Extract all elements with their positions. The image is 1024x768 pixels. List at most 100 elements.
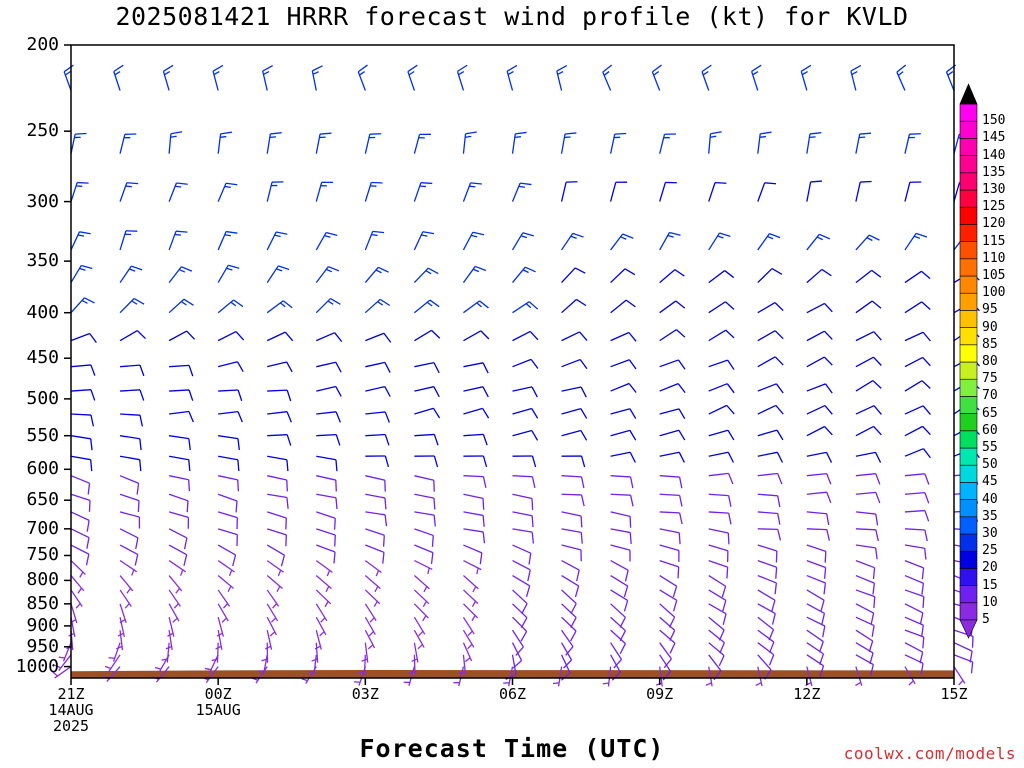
wind-barb: [365, 511, 388, 527]
wind-barb: [512, 589, 528, 614]
wind-barb: [610, 451, 636, 463]
colorbar-label: 60: [982, 422, 998, 438]
wind-barb: [414, 386, 440, 398]
wind-barb: [904, 448, 931, 459]
wind-barb: [168, 330, 196, 342]
wind-barb: [610, 560, 629, 582]
wind-barb: [561, 629, 574, 656]
wind-barb: [757, 302, 784, 314]
wind-barb: [806, 268, 832, 284]
wind-barb: [560, 181, 578, 202]
wind-barb: [168, 589, 181, 609]
colorbar-label: 50: [982, 457, 998, 473]
wind-barb: [70, 413, 95, 427]
wind-barb: [119, 575, 134, 594]
wind-barb: [806, 404, 833, 415]
wind-barb: [316, 475, 337, 492]
colorbar-label: 95: [982, 302, 998, 318]
wind-barb: [610, 475, 634, 489]
wind-barb: [365, 385, 391, 397]
wind-barb: [315, 266, 340, 283]
wind-barb: [609, 181, 628, 202]
wind-barb: [512, 560, 531, 582]
colorbar-label: 20: [982, 560, 998, 576]
wind-barb: [512, 301, 539, 314]
colorbar-segment: [959, 533, 978, 552]
wind-barb: [463, 330, 490, 342]
wind-barb: [904, 133, 921, 154]
wind-barb: [855, 405, 882, 415]
wind-barb: [806, 233, 831, 251]
wind-barb: [953, 666, 966, 686]
wind-barb: [855, 331, 882, 342]
wind-barb: [169, 435, 191, 451]
wind-barb: [365, 411, 390, 423]
wind-barb: [407, 64, 418, 91]
wind-barb: [659, 589, 678, 612]
wind-barb: [463, 511, 485, 527]
wind-barbs: [52, 64, 980, 687]
colorbar-segment: [959, 344, 978, 363]
y-tick-label: 750: [26, 544, 59, 566]
wind-barb: [119, 493, 140, 513]
wind-barb: [462, 642, 473, 663]
wind-barb: [708, 451, 735, 463]
wind-barb: [610, 629, 627, 655]
wind-barb: [855, 425, 882, 437]
colorbar-label: 115: [982, 233, 1006, 249]
wind-barb: [119, 182, 139, 202]
wind-barb: [904, 301, 931, 314]
wind-barb: [266, 132, 282, 154]
wind-barb: [315, 298, 341, 314]
wind-barb: [218, 435, 240, 450]
wind-barb: [162, 64, 174, 91]
wind-barb: [168, 528, 188, 550]
wind-barb: [512, 386, 538, 398]
colorbar-segment: [959, 224, 978, 242]
colorbar-label: 150: [982, 113, 1006, 129]
wind-barb: [413, 231, 435, 251]
wind-barb: [267, 434, 292, 446]
wind-barb: [855, 451, 882, 463]
wind-barb: [315, 589, 332, 608]
colorbar-label: 65: [982, 405, 998, 421]
wind-barb: [904, 181, 922, 202]
x-tick-label: 06Z: [498, 685, 527, 703]
y-tick-label: 300: [26, 190, 59, 212]
wind-barb: [169, 410, 194, 423]
wind-barb: [708, 559, 729, 579]
wind-barb: [161, 642, 170, 663]
wind-barb: [806, 425, 833, 437]
wind-barb: [267, 511, 287, 530]
wind-barb: [217, 589, 231, 609]
wind-barb: [168, 511, 190, 529]
wind-barb: [462, 629, 475, 650]
colorbar-label: 110: [982, 250, 1006, 266]
wind-barb: [953, 642, 973, 663]
wind-barb: [364, 181, 383, 202]
wind-barb: [855, 491, 881, 504]
wind-barb: [204, 654, 219, 674]
wind-barb: [52, 666, 72, 679]
wind-barb: [659, 642, 672, 669]
wind-barb: [267, 455, 289, 472]
wind-barb: [316, 544, 336, 564]
wind-barb: [108, 642, 121, 662]
wind-barb: [217, 264, 240, 283]
wind-barb: [311, 65, 323, 91]
colorbar-label: 80: [982, 354, 998, 369]
wind-barb: [659, 559, 680, 579]
wind-barb: [708, 589, 727, 612]
wind-barb: [217, 182, 238, 202]
wind-barb: [113, 64, 124, 91]
y-tick-label: 650: [26, 489, 59, 511]
wind-barb: [855, 356, 882, 368]
colorbar-segment: [959, 241, 978, 260]
wind-barb: [659, 429, 686, 441]
wind-barb: [217, 575, 234, 592]
wind-barb: [904, 356, 931, 368]
wind-barb: [561, 475, 585, 489]
wind-barb: [365, 475, 386, 492]
wind-barb: [462, 616, 475, 637]
wind-barb: [561, 560, 580, 582]
